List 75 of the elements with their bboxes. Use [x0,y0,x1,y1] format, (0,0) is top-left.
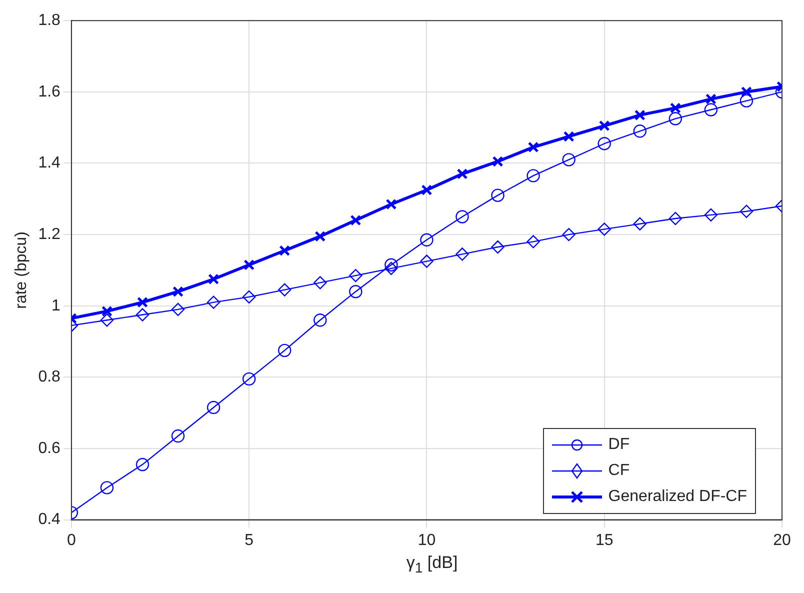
point [137,296,148,308]
point [171,302,185,316]
point [456,168,468,180]
point [386,198,397,210]
point [491,240,504,254]
point [668,212,682,226]
x-tick-label: 15 [595,532,614,549]
point [526,235,540,248]
point [421,184,432,196]
y-tick-label: 1 [52,297,61,314]
point [705,94,716,105]
point [598,120,610,132]
point [242,290,256,304]
point [349,268,362,282]
y-tick-label: 1.6 [38,83,61,100]
point [101,306,112,317]
point [100,314,114,327]
point [598,222,611,236]
point [314,230,326,242]
point [279,245,290,256]
point [171,429,185,443]
y-tick-label: 1.2 [38,226,61,243]
x-tick-label: 20 [773,532,791,549]
y-axis-title: rate (bpcu) [13,232,30,309]
point [598,137,611,150]
point [528,142,539,153]
point [633,217,646,230]
point [668,112,682,126]
point [384,262,398,276]
point [136,458,150,472]
point [244,259,255,270]
x-tick-label: 10 [418,532,436,549]
y-tick-label: 0.4 [38,511,61,528]
point [562,153,576,166]
point [670,102,681,114]
point [314,314,327,327]
x-tick-label: 0 [66,532,76,549]
point [562,228,576,242]
point [740,94,754,108]
point [740,86,752,98]
y-tick-label: 1.8 [38,12,61,30]
point [704,208,718,222]
point [208,274,220,285]
point [278,283,292,296]
point [420,233,434,246]
point [633,124,646,138]
point [206,296,220,309]
point [526,169,540,182]
legend-label: DF [608,436,630,454]
point [100,481,114,494]
point [172,286,184,298]
point [384,258,398,272]
x-tick-label: 5 [244,532,254,549]
point [704,103,718,116]
y-tick-label: 1.4 [38,154,61,172]
point [492,156,504,167]
point [456,248,469,261]
point [456,210,469,224]
point [420,254,434,268]
point [136,308,150,322]
legend-label: CF [608,462,630,480]
point [242,372,256,386]
point [740,204,754,218]
point [206,400,220,414]
point [350,214,362,226]
point [634,110,646,121]
point [563,130,574,142]
x-axis-title: γ$_{1}$ [dB] [405,553,459,576]
legend-label: Generalized DF-CF [608,488,747,506]
point [349,284,362,298]
point [314,276,327,290]
point [278,344,292,358]
y-tick-label: 0.8 [38,368,61,386]
point [491,188,504,202]
y-tick-label: 0.6 [38,440,61,457]
